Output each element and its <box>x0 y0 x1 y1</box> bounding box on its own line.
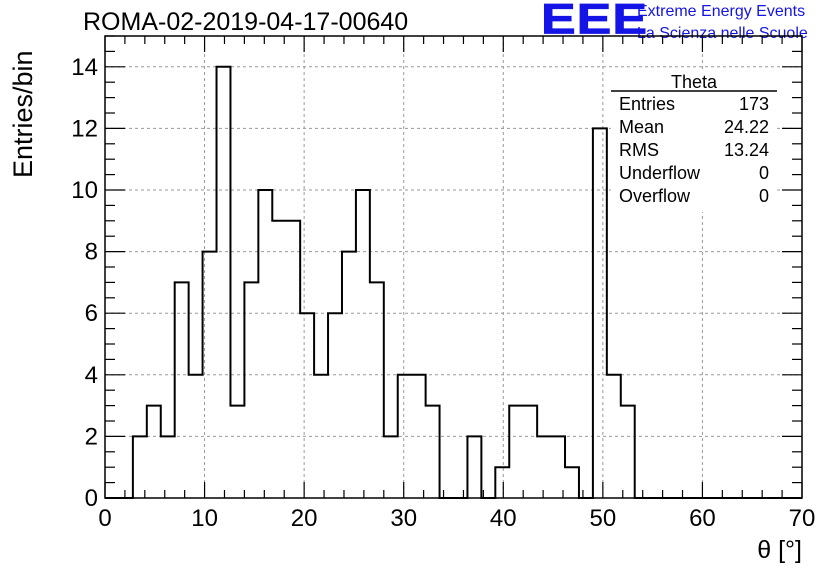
org-name-line-1: Extreme Energy Events <box>637 3 806 20</box>
histogram-outline <box>105 65 802 499</box>
histogram-bin <box>523 406 537 498</box>
axes: 0 10 20 30 40 50 60 70 0 2 4 6 8 10 12 14 <box>71 35 816 532</box>
stats-box-background <box>611 72 777 212</box>
eee-logo: EEE <box>540 0 649 44</box>
stats-row-value: 13.24 <box>724 140 769 160</box>
histogram-bin <box>328 313 342 498</box>
histogram-bin <box>621 406 635 498</box>
y-tick-label: 14 <box>71 54 98 81</box>
histogram-bin <box>217 67 231 498</box>
histogram-bin <box>314 375 328 498</box>
histogram-bin <box>593 128 607 498</box>
histogram-bin <box>426 406 440 498</box>
stats-row-value: 173 <box>739 94 769 114</box>
histogram-bin <box>551 436 565 498</box>
stats-row-value: 0 <box>759 186 769 206</box>
histogram-bin <box>161 436 175 498</box>
histogram-bin <box>244 282 258 498</box>
histogram-bin <box>175 282 189 498</box>
histogram-bin <box>412 375 426 498</box>
histogram-bin <box>189 375 203 498</box>
chart-title: ROMA-02-2019-04-17-00640 <box>83 8 409 36</box>
stats-row-value: 24.22 <box>724 117 769 137</box>
grid <box>105 36 802 498</box>
x-tick-label: 60 <box>689 505 716 532</box>
y-tick-label: 8 <box>85 239 98 266</box>
x-tick-label: 40 <box>490 505 517 532</box>
histogram-bin <box>147 406 161 498</box>
histogram-bin <box>537 436 551 498</box>
histogram-bin <box>286 221 300 498</box>
histogram-bin <box>133 436 147 498</box>
y-tick-label: 0 <box>85 485 98 512</box>
stats-row-label: Underflow <box>619 163 701 183</box>
x-axis-label: θ [°] <box>757 536 802 564</box>
org-name-line-2: La Scienza nelle Scuole <box>637 25 808 42</box>
x-tick-label: 50 <box>590 505 617 532</box>
y-tick-label: 4 <box>85 362 98 389</box>
stats-row-label: Mean <box>619 117 664 137</box>
stats-name: Theta <box>671 72 718 92</box>
histogram-bin <box>342 252 356 498</box>
y-tick-label: 12 <box>71 115 98 142</box>
histogram-bin <box>370 282 384 498</box>
histogram-bin <box>495 467 509 498</box>
histogram-bin <box>565 467 579 498</box>
x-tick-label: 30 <box>390 505 417 532</box>
histogram-bin <box>300 313 314 498</box>
y-tick-label: 10 <box>71 177 98 204</box>
x-tick-label: 0 <box>98 505 111 532</box>
histogram-bin <box>384 436 398 498</box>
histogram-bin <box>509 406 523 498</box>
histogram-bin <box>467 436 481 498</box>
histogram-bin <box>607 375 621 498</box>
x-tick-label: 10 <box>191 505 218 532</box>
y-tick-label: 6 <box>85 300 98 327</box>
stats-row-value: 0 <box>759 163 769 183</box>
y-tick-label: 2 <box>85 423 98 450</box>
stats-row-label: RMS <box>619 140 659 160</box>
x-tick-label: 20 <box>291 505 318 532</box>
histogram-bin <box>203 252 217 498</box>
histogram-bin <box>258 190 272 498</box>
stats-row-label: Entries <box>619 94 675 114</box>
histogram-bin <box>356 190 370 498</box>
histogram-bars <box>105 65 802 499</box>
stats-row-label: Overflow <box>619 186 691 206</box>
x-tick-label: 70 <box>789 505 816 532</box>
histogram-bin <box>272 221 286 498</box>
histogram-bin <box>230 406 244 498</box>
histogram-bin <box>398 375 412 498</box>
